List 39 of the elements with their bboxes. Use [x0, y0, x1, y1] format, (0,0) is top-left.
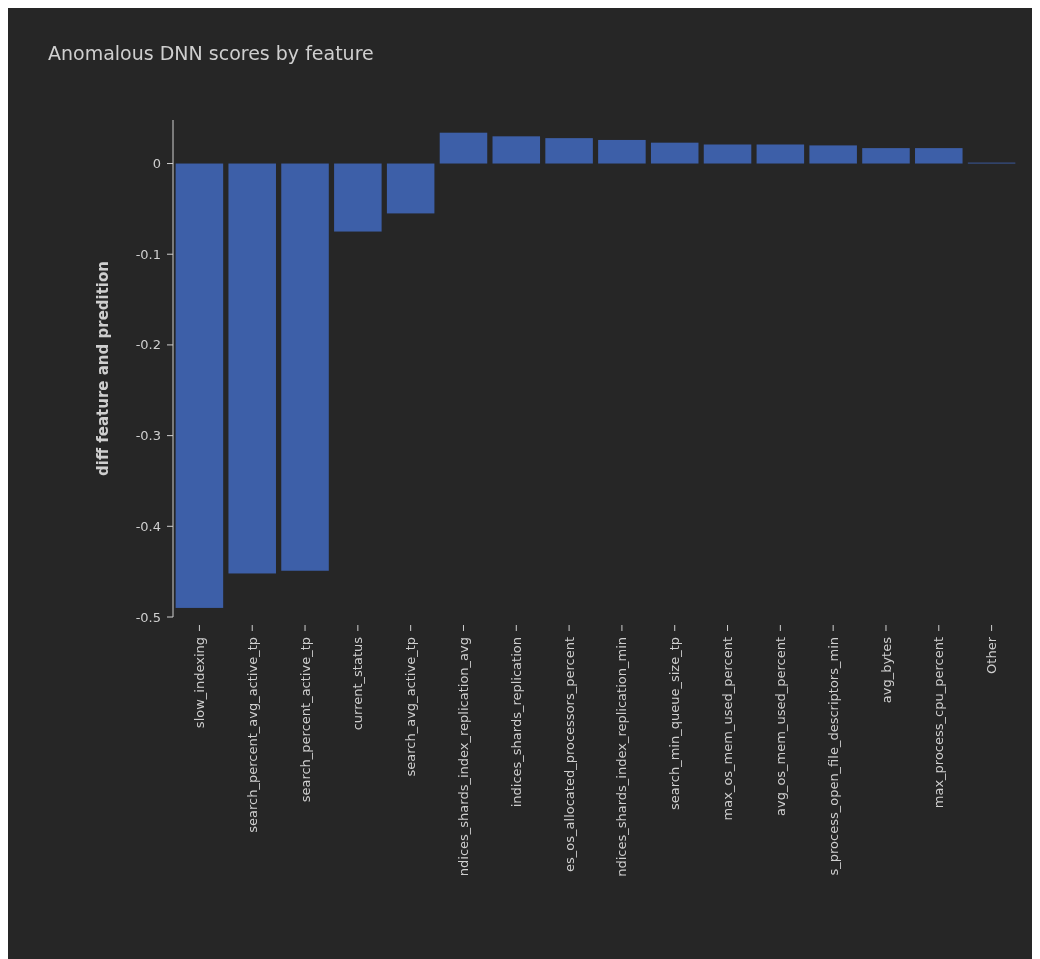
y-tick-label: -0.1	[135, 246, 161, 262]
x-tick-label: max_process_cpu_percent	[931, 637, 947, 809]
y-tick-label: -0.5	[135, 609, 161, 625]
x-tick-label: Other	[984, 636, 1000, 674]
x-tick-label: ndices_shards_index_replication_min	[614, 637, 630, 877]
bar	[334, 163, 382, 232]
x-tick-label: slow_indexing	[191, 637, 207, 729]
x-tick-label: es_os_allocated_processors_percent	[561, 637, 577, 872]
bar	[598, 139, 646, 164]
bar	[545, 138, 593, 164]
y-tick-label: 0	[152, 156, 161, 172]
x-tick-label: max_os_mem_used_percent	[720, 637, 736, 821]
bar	[439, 132, 488, 164]
chart-title: Anomalous DNN scores by feature	[48, 42, 374, 64]
x-tick-label: search_percent_active_tp	[297, 637, 313, 803]
y-tick-label: -0.3	[135, 428, 161, 444]
x-tick-label: ndices_shards_index_replication_avg	[456, 637, 472, 877]
bar	[756, 144, 805, 164]
y-axis-title: diff feature and predition	[94, 261, 112, 476]
x-tick-label: avg_os_mem_used_percent	[772, 637, 788, 817]
x-tick-label: s_process_open_file_descriptors_min	[825, 637, 841, 876]
bar	[175, 163, 224, 608]
x-tick-label: current_status	[350, 636, 366, 731]
bar	[809, 145, 857, 164]
x-tick-label: search_avg_active_tp	[403, 637, 419, 777]
x-tick-label: indices_shards_replication	[508, 637, 524, 808]
x-tick-label: avg_bytes	[878, 636, 894, 704]
y-tick-label: -0.4	[135, 518, 161, 534]
bar	[492, 136, 541, 164]
bar	[228, 163, 276, 574]
x-tick-label: search_min_queue_size_tp	[667, 637, 683, 810]
x-tick-label: search_percent_avg_active_tp	[244, 637, 260, 833]
bar	[862, 148, 910, 164]
bar	[281, 163, 329, 571]
y-tick-label: -0.2	[135, 337, 161, 353]
bar	[915, 148, 963, 164]
bar	[650, 142, 699, 164]
bar	[386, 163, 435, 214]
bar	[703, 144, 752, 164]
